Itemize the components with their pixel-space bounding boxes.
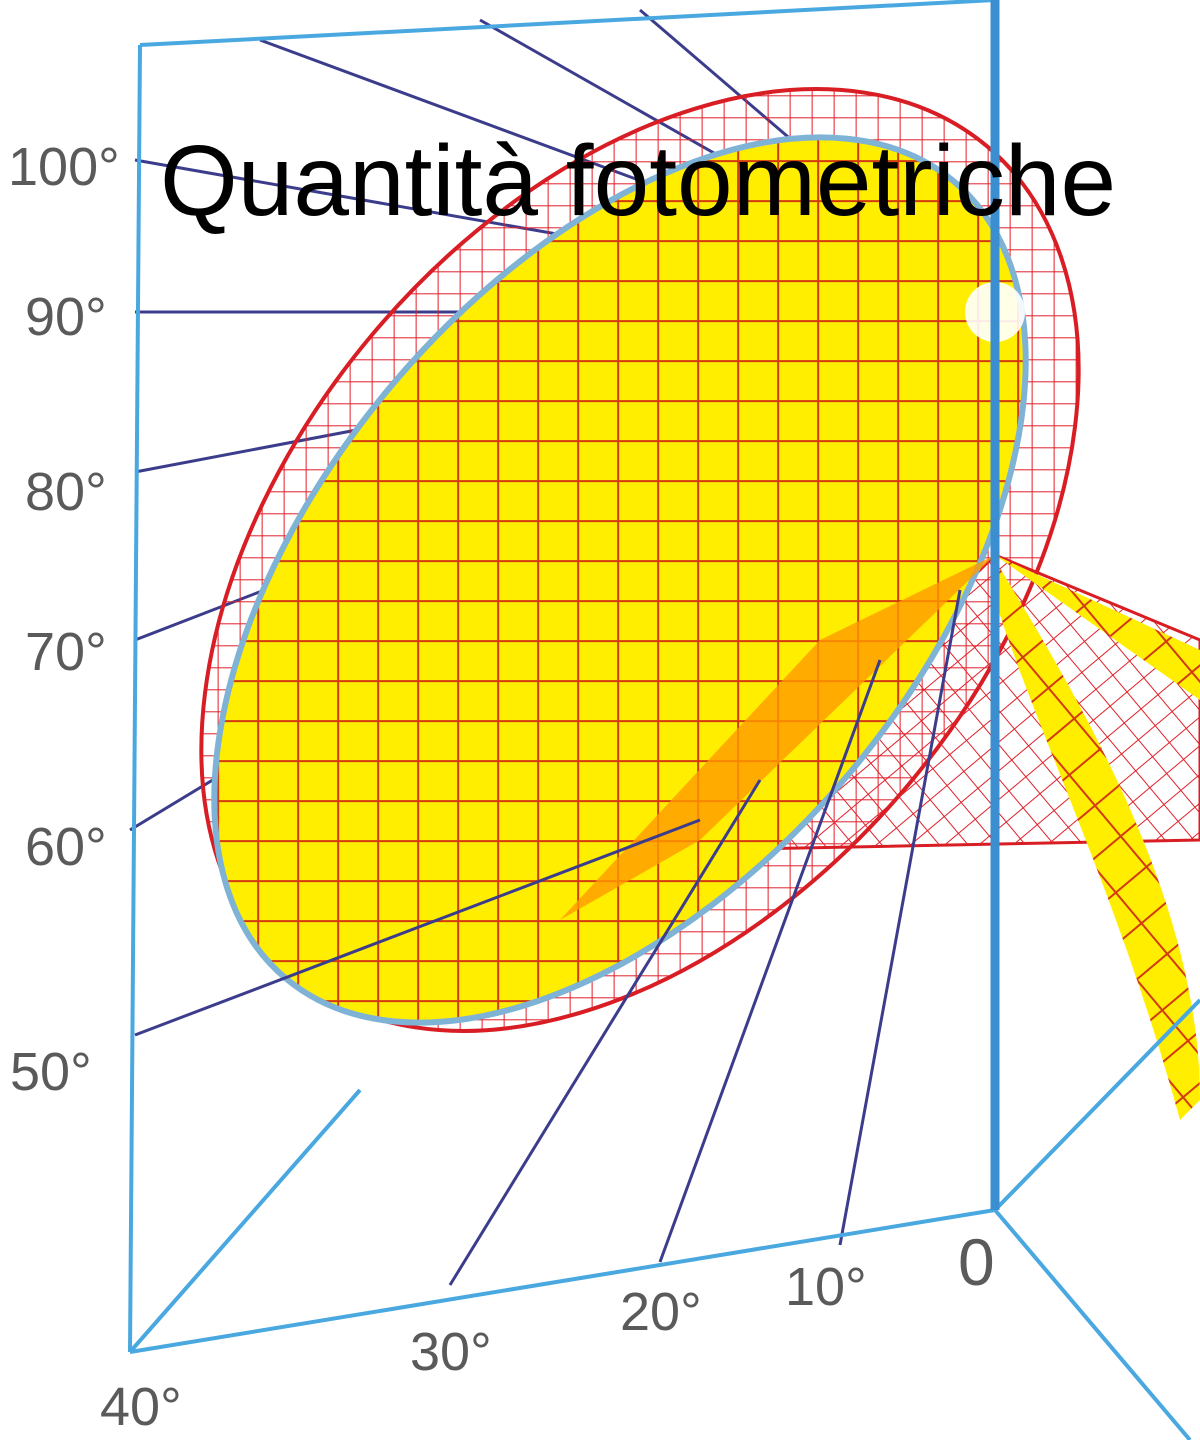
page: 100° 90° 80° 70° 60° 50° 40° 30° 20° 10°… bbox=[0, 0, 1200, 1440]
angle-label: 0 bbox=[958, 1225, 995, 1299]
angle-label: 30° bbox=[410, 1322, 492, 1382]
angle-label: 50° bbox=[10, 1042, 92, 1102]
angle-label: 80° bbox=[25, 462, 107, 522]
title: Quantità fotometriche bbox=[160, 125, 1116, 237]
angle-label: 60° bbox=[25, 817, 107, 877]
angle-label: 90° bbox=[25, 287, 107, 347]
angle-label: 40° bbox=[100, 1377, 182, 1437]
angle-label: 100° bbox=[8, 137, 120, 197]
angle-label: 70° bbox=[25, 622, 107, 682]
angle-label: 20° bbox=[620, 1282, 702, 1342]
angle-label: 10° bbox=[785, 1257, 867, 1317]
diagram: 100° 90° 80° 70° 60° 50° 40° 30° 20° 10°… bbox=[0, 0, 1200, 1440]
